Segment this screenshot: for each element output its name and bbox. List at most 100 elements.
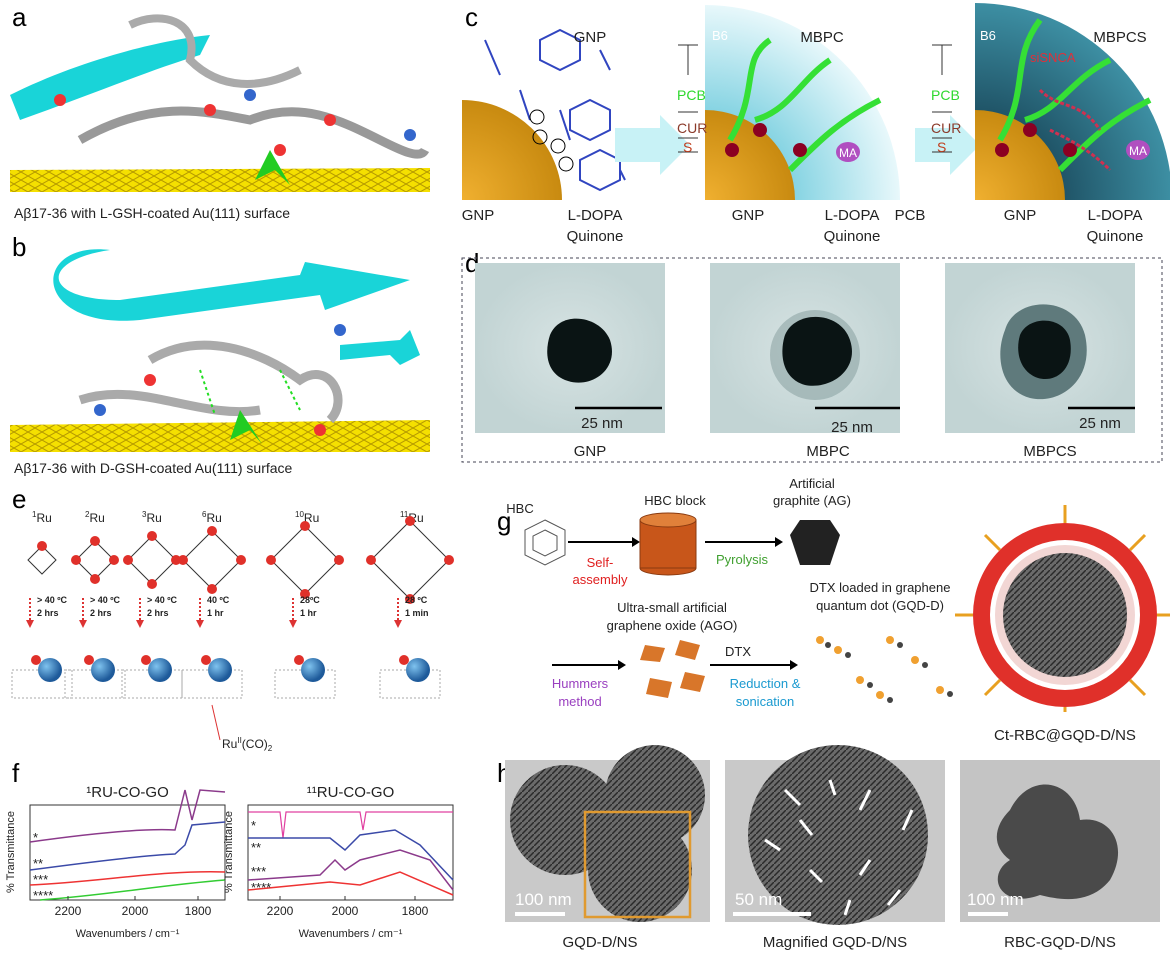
condition: 28ºC	[300, 595, 320, 605]
shape	[144, 374, 156, 386]
shape	[764, 779, 914, 916]
shape	[588, 818, 692, 922]
shape	[639, 512, 697, 528]
trace-label: ****	[251, 880, 271, 895]
cluster-label: 3Ru	[142, 510, 162, 525]
step-label: Pyrolysis	[716, 552, 769, 567]
x-tick-label: 2000	[332, 904, 359, 918]
ru-atom	[405, 516, 415, 526]
shape	[569, 98, 611, 142]
shape	[77, 106, 430, 159]
ru-atom	[178, 555, 188, 565]
y-axis-label: % Transmittance	[5, 811, 17, 893]
shape	[204, 104, 216, 116]
condition: > 40 ºC	[147, 595, 178, 605]
shape	[583, 810, 692, 919]
stage-title: MBPC	[800, 29, 844, 46]
step-label: Hummers	[552, 676, 609, 691]
arrow-head	[394, 620, 402, 628]
shape	[995, 143, 1009, 157]
shape	[886, 636, 894, 644]
cluster-frame	[27, 545, 57, 575]
ru-atom	[405, 594, 415, 604]
shape	[199, 369, 301, 416]
layer-label: PCB	[931, 87, 960, 103]
ru-atom	[444, 555, 454, 565]
layer-label: PCB	[677, 87, 706, 103]
shape	[529, 109, 545, 125]
sphere	[406, 658, 430, 682]
shape	[922, 662, 928, 668]
core-label: GNP	[1004, 207, 1037, 224]
shape	[334, 324, 346, 336]
ru-atom	[300, 589, 310, 599]
shape	[867, 682, 873, 688]
shape	[790, 520, 840, 565]
condition: 40 ºC	[207, 595, 230, 605]
panel-b: b Aβ17-36 with D-GSH-coated Au(111) surf…	[10, 232, 430, 476]
shape	[547, 318, 612, 383]
layer-label: CUR	[677, 120, 707, 136]
shape	[515, 912, 565, 916]
shape	[248, 811, 453, 839]
ru-atom	[84, 655, 94, 665]
ru-atom	[71, 555, 81, 565]
label-sup: 11	[400, 510, 409, 519]
scale-label: 25 nm	[1079, 415, 1121, 432]
x-tick-label: 2000	[122, 904, 149, 918]
ru-atom	[300, 521, 310, 531]
shape	[915, 115, 980, 175]
shape	[461, 257, 1163, 463]
shape	[876, 691, 884, 699]
shape	[510, 765, 620, 875]
shape	[897, 642, 903, 648]
shape	[462, 100, 562, 200]
shape	[247, 871, 454, 896]
shape	[244, 89, 256, 101]
step-label: graphite (AG)	[773, 493, 851, 508]
chart-title: ¹¹RU-CO-GO	[307, 784, 394, 801]
shape	[639, 512, 697, 576]
panel-letter: c	[465, 2, 478, 32]
panel-h: h 100 nm 50 nm 100 nm GQD-D/NS Magnified…	[497, 745, 1160, 951]
image-label: MBPCS	[1023, 443, 1076, 460]
shape	[793, 143, 807, 157]
shape	[29, 821, 226, 871]
ru-atom	[109, 555, 119, 565]
ru-atom	[334, 555, 344, 565]
condition: > 40 ºC	[90, 595, 121, 605]
ru-atom	[147, 579, 157, 589]
shape	[675, 640, 700, 660]
label-sup: 10	[295, 510, 304, 519]
image-label: GNP	[574, 443, 607, 460]
shape	[29, 871, 226, 886]
shape	[1126, 140, 1150, 160]
shape	[274, 144, 286, 156]
label-part: II	[237, 736, 241, 745]
label-sup: 1	[32, 510, 37, 519]
label-base: Ru	[304, 511, 319, 525]
condition: 2 hrs	[147, 608, 169, 618]
panel-c: c GNP GNP L-DOPA Quinone PCB CUR S B6 MA…	[462, 2, 1170, 245]
shape	[775, 537, 783, 547]
trace-label: ***	[251, 864, 266, 879]
shape	[1063, 143, 1077, 157]
condition: 2 hrs	[37, 608, 59, 618]
label-sup: 6	[202, 510, 207, 519]
step-label: quantum dot (GQD-D)	[816, 598, 944, 613]
scale-label: 100 nm	[515, 890, 572, 909]
x-tick-label: 1800	[402, 904, 429, 918]
ru-atom	[236, 555, 246, 565]
shape	[615, 115, 690, 175]
shape	[680, 672, 705, 692]
sphere	[301, 658, 325, 682]
condition: 1 min	[405, 608, 429, 618]
arrow-head	[196, 620, 204, 628]
image-label: MBPC	[806, 443, 850, 460]
ru-atom	[90, 574, 100, 584]
caption: Aβ17-36 with D-GSH-coated Au(111) surfac…	[14, 460, 293, 476]
shape	[1003, 553, 1127, 677]
shape	[790, 520, 840, 565]
